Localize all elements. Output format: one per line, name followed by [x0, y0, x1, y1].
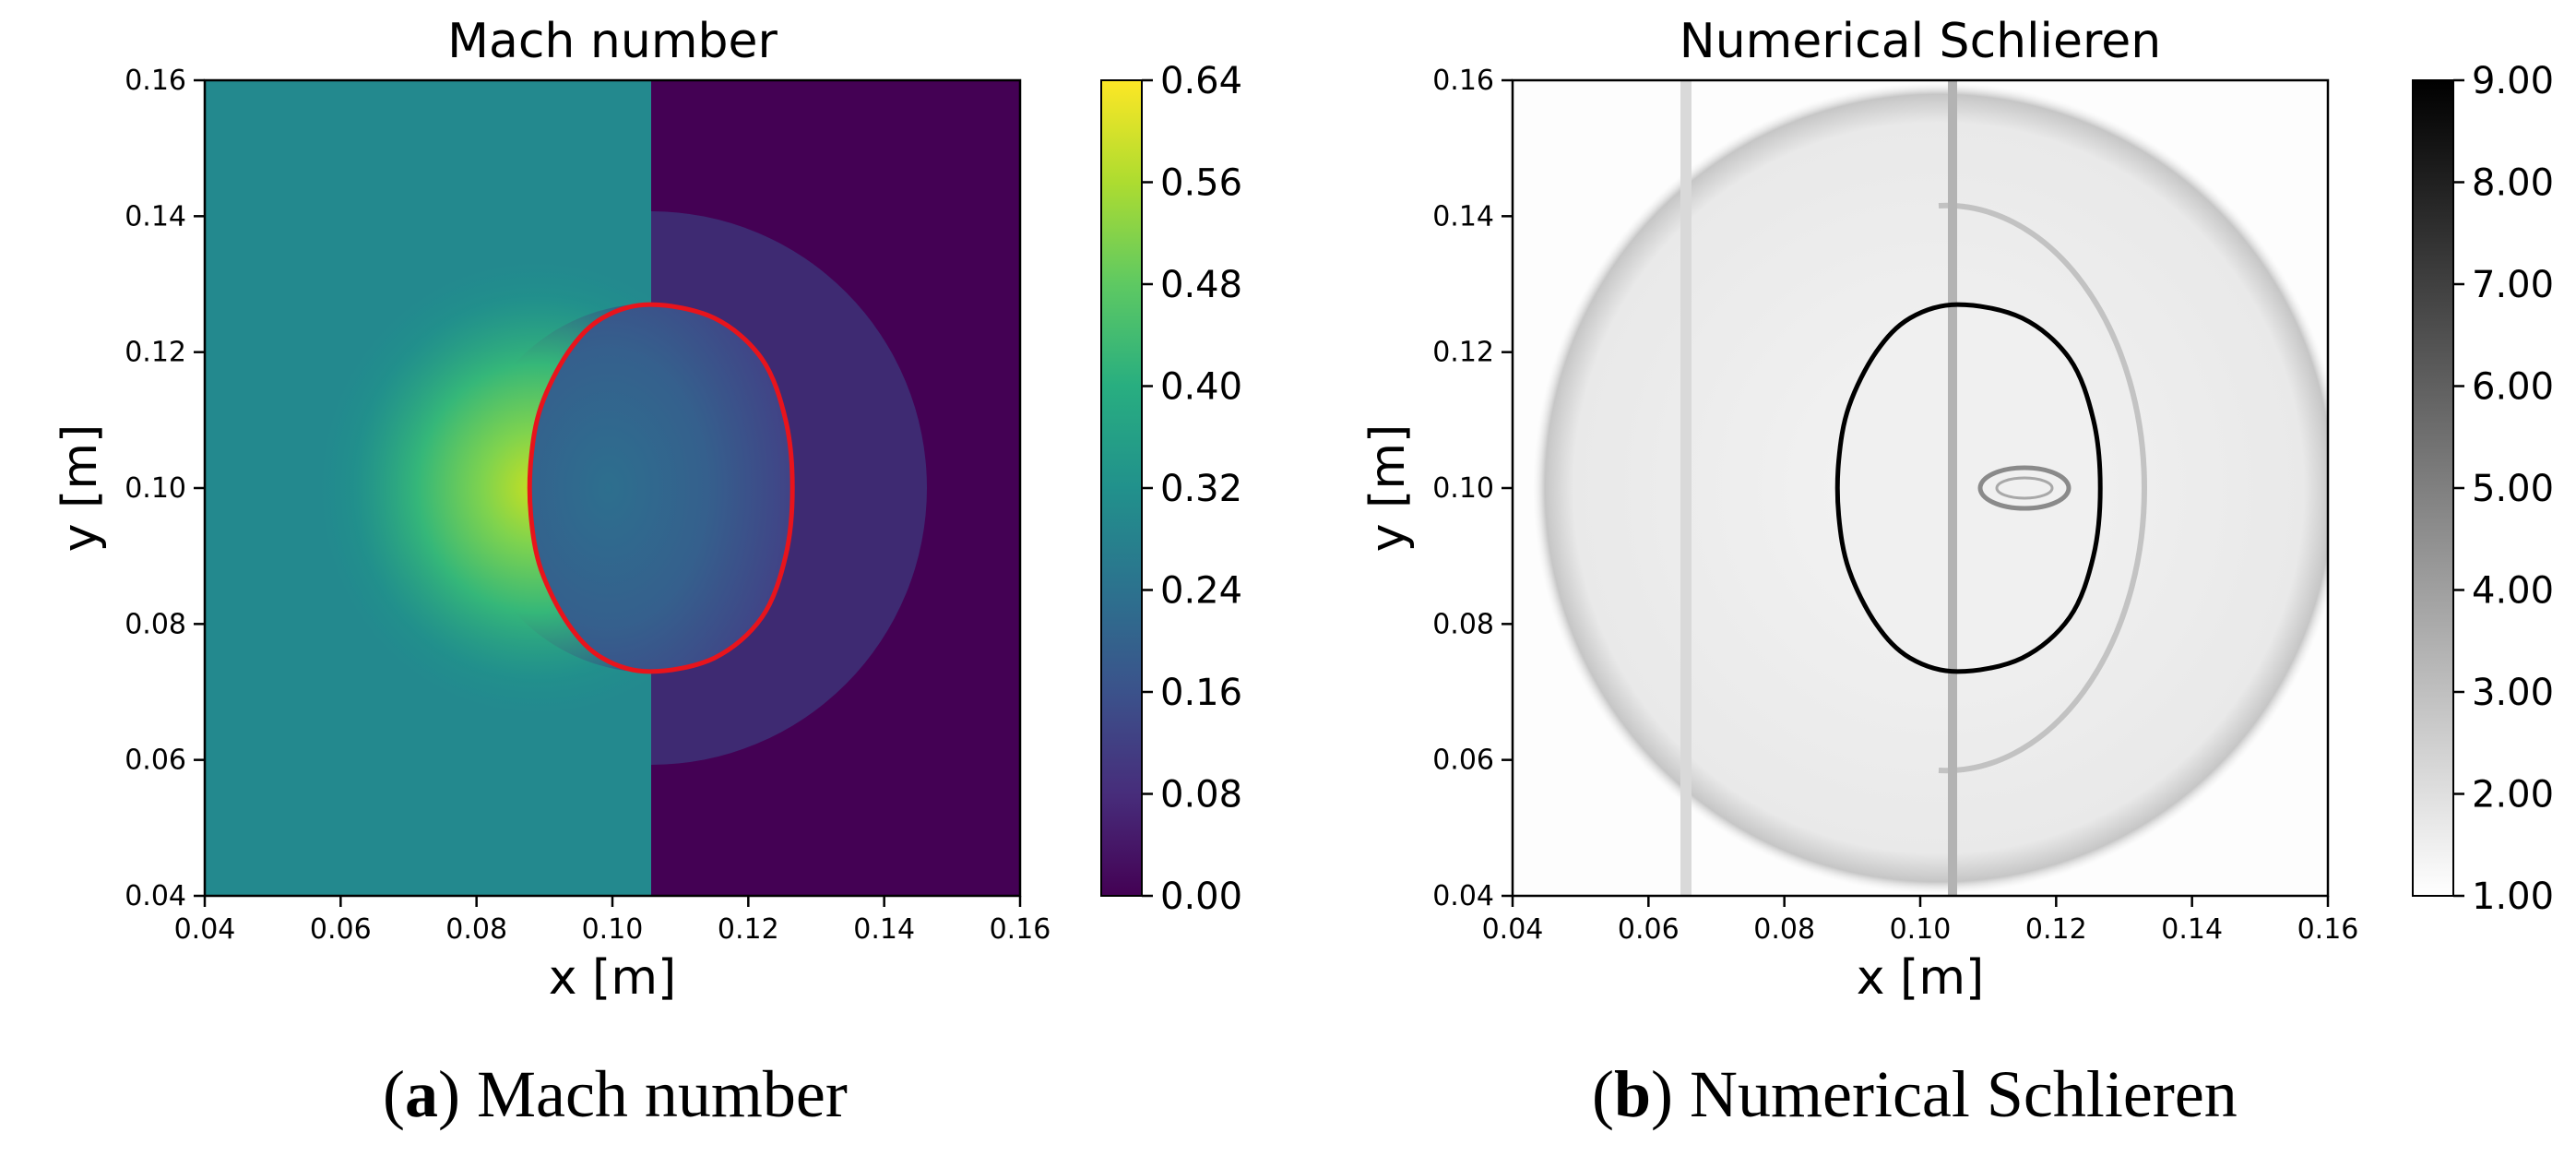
- y-tick-label: 0.08: [1432, 608, 1494, 640]
- caption-b: (b) Numerical Schlieren: [1592, 1057, 2238, 1131]
- x-tick-label: 0.04: [1482, 913, 1544, 946]
- colorbar: [1100, 79, 1143, 897]
- schlieren-panel: Numerical Schlieren 0.04 0.06 0.08 0.10 0.12…: [1360, 14, 2554, 1006]
- x-tick-label: 0.10: [1890, 913, 1952, 946]
- x-tick-label: 0.08: [1753, 913, 1815, 946]
- colorbar-tick-label: 7.00: [2472, 264, 2554, 306]
- colorbar-tick-label: 0.56: [1160, 162, 1242, 205]
- colorbar-tick-label: 1.00: [2472, 876, 2554, 918]
- caption-a: (a) Mach number: [383, 1057, 848, 1131]
- y-tick-label: 0.06: [1432, 745, 1494, 777]
- schlieren-field: [1513, 80, 2328, 896]
- colorbar-tick-label: 0.32: [1160, 468, 1242, 510]
- colorbar-tick-label: 6.00: [2472, 366, 2554, 409]
- y-tick-label: 0.04: [125, 880, 186, 912]
- shock-line-right: [1948, 80, 1957, 896]
- x-tick-label: 0.16: [2297, 913, 2359, 946]
- caption-text: Mach number: [476, 1057, 848, 1131]
- colorbar-tick-label: 0.40: [1160, 366, 1242, 409]
- colorbar-tick-label: 0.16: [1160, 672, 1242, 714]
- colorbar: [2412, 79, 2454, 897]
- x-tick-label: 0.10: [582, 913, 644, 946]
- x-tick-label: 0.12: [2025, 913, 2087, 946]
- y-tick-label: 0.16: [125, 65, 186, 97]
- colorbar-tick-label: 4.00: [2472, 570, 2554, 613]
- caption-tag: b: [1613, 1057, 1652, 1131]
- x-tick-label: 0.14: [853, 913, 915, 946]
- y-tick-label: 0.12: [1432, 337, 1494, 369]
- chart-title: Numerical Schlieren: [1680, 14, 2161, 69]
- interface-contour: [527, 302, 795, 674]
- caption-text: Numerical Schlieren: [1690, 1057, 2238, 1131]
- bubble-fill: [529, 304, 793, 672]
- reflected-wave-edge: [1938, 202, 2148, 774]
- y-tick-label: 0.08: [125, 608, 186, 640]
- y-tick-label: 0.16: [1432, 65, 1494, 97]
- colorbar-ticks: 1.00 2.00 3.00 4.00 5.00 6.00 7.00 8.00 9.00: [2453, 60, 2554, 918]
- y-tick-label: 0.12: [125, 337, 186, 369]
- y-axis-label: y [m]: [1360, 424, 1416, 553]
- colorbar-tick-label: 0.08: [1160, 774, 1242, 816]
- y-axis-ticks: 0.04 0.06 0.08 0.10 0.12 0.14 0.16: [125, 65, 205, 912]
- inner-vortex-core: [1995, 476, 2054, 500]
- x-tick-label: 0.06: [1618, 913, 1680, 946]
- mach-number-panel: Mach number 0.04 0.06 0.08 0.10 0.12 0.14 0.16…: [53, 14, 1242, 1006]
- colorbar-tick-label: 0.00: [1160, 876, 1242, 918]
- caption-tag: a: [404, 1057, 438, 1131]
- interface-contour: [1834, 302, 2103, 674]
- x-axis-ticks: 0.04 0.06 0.08 0.10 0.12 0.14 0.16: [174, 896, 1051, 946]
- x-axis-label: x [m]: [549, 950, 677, 1006]
- inner-vortex: [1977, 465, 2071, 511]
- y-tick-label: 0.04: [1432, 880, 1494, 912]
- x-tick-label: 0.12: [718, 913, 779, 946]
- colorbar-tick-label: 8.00: [2472, 162, 2554, 205]
- y-tick-label: 0.14: [125, 200, 186, 232]
- chart-title: Mach number: [447, 14, 778, 69]
- x-tick-label: 0.14: [2161, 913, 2223, 946]
- x-tick-label: 0.08: [445, 913, 507, 946]
- y-tick-label: 0.06: [125, 745, 186, 777]
- colorbar-tick-label: 5.00: [2472, 468, 2554, 510]
- y-axis-ticks: 0.04 0.06 0.08 0.10 0.12 0.14 0.16: [1432, 65, 1513, 912]
- x-tick-label: 0.06: [310, 913, 372, 946]
- bubble-fill: [1837, 304, 2101, 672]
- y-tick-label: 0.10: [1432, 472, 1494, 505]
- colorbar-tick-label: 3.00: [2472, 672, 2554, 714]
- colorbar-tick-label: 0.48: [1160, 264, 1242, 306]
- colorbar-ticks: 0.00 0.08 0.16 0.24 0.32 0.40 0.48 0.56 0.64: [1142, 60, 1242, 918]
- x-tick-label: 0.04: [174, 913, 236, 946]
- x-axis-ticks: 0.04 0.06 0.08 0.10 0.12 0.14 0.16: [1482, 896, 2359, 946]
- mach-field: [205, 80, 1020, 896]
- colorbar-tick-label: 2.00: [2472, 774, 2554, 816]
- colorbar-tick-label: 9.00: [2472, 60, 2554, 102]
- colorbar-tick-label: 0.24: [1160, 570, 1242, 613]
- y-axis-label: y [m]: [53, 424, 108, 553]
- colorbar-tick-label: 0.64: [1160, 60, 1242, 102]
- shock-line-left: [1680, 80, 1692, 896]
- x-axis-label: x [m]: [1857, 950, 1985, 1006]
- y-tick-label: 0.14: [1432, 200, 1494, 232]
- x-tick-label: 0.16: [990, 913, 1051, 946]
- y-tick-label: 0.10: [125, 472, 186, 505]
